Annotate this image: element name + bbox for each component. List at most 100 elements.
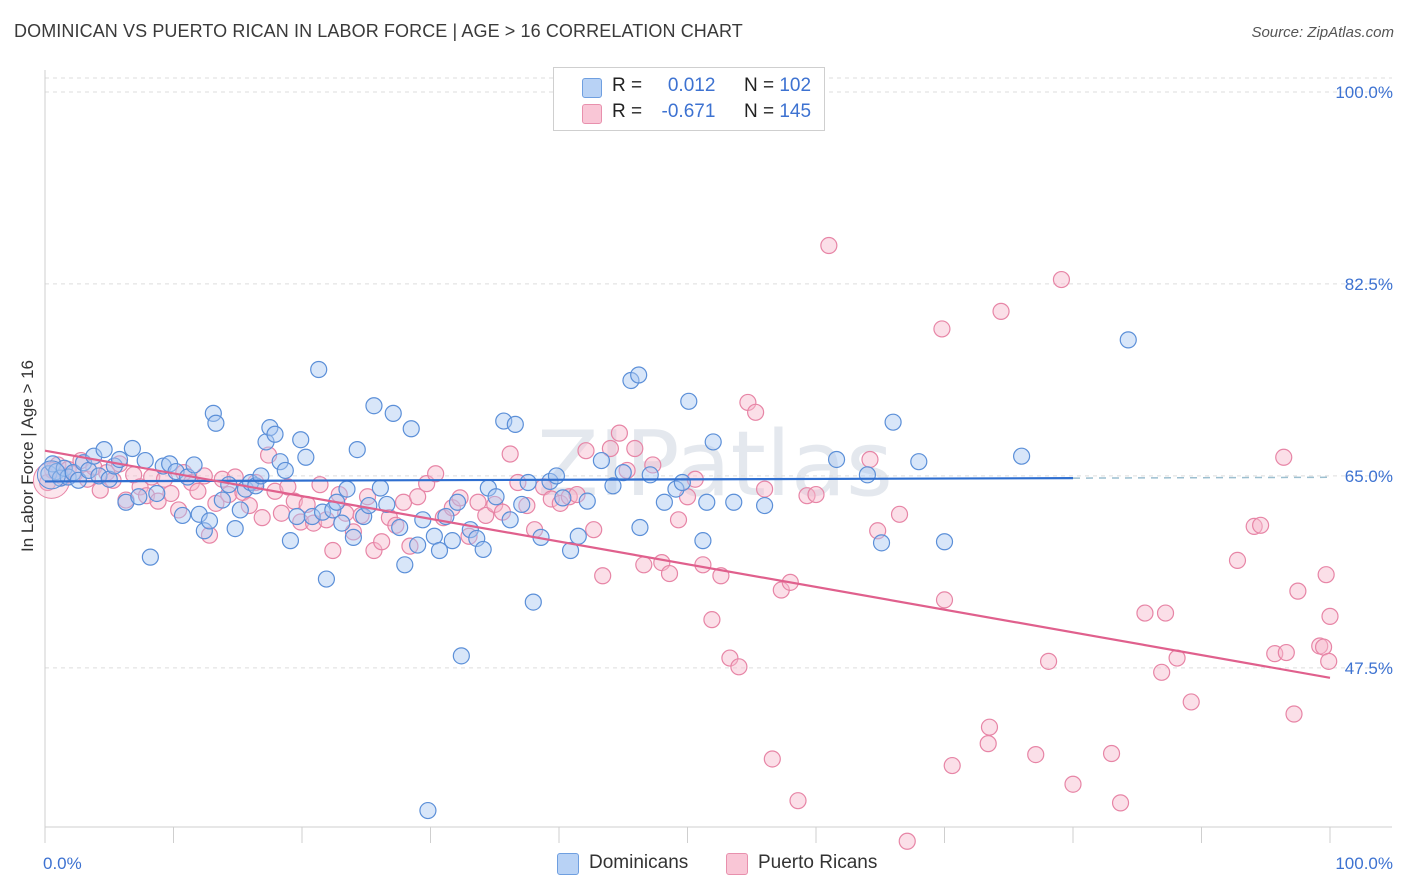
puerto-rican-point (409, 488, 427, 506)
dominican-point (281, 532, 300, 550)
dominican-point (303, 507, 321, 526)
dominican-point (402, 420, 420, 438)
dominican-point (430, 541, 449, 560)
puerto-rican-point (789, 792, 807, 810)
puerto-rican-trend-line (44, 449, 1331, 679)
puerto-rican-point (1314, 638, 1333, 656)
puerto-rican-point (162, 484, 180, 503)
dominican-point (872, 534, 891, 552)
dominican-point (487, 488, 505, 506)
puerto-rican-point (1153, 663, 1171, 681)
puerto-rican-point (992, 302, 1010, 320)
dominican-point (378, 495, 396, 514)
dominican-point (414, 511, 432, 529)
dominican-point (384, 404, 402, 422)
dominican-point (213, 491, 231, 509)
legend-n-value-dominicans: 102 (779, 75, 812, 96)
puerto-rican-point (577, 442, 595, 460)
puerto-rican-point (694, 556, 712, 574)
dominican-point (468, 529, 486, 548)
puerto-rican-point (635, 556, 653, 574)
dominican-point (1012, 447, 1031, 465)
puerto-rican-point (979, 735, 997, 753)
bottom-legend-dominicans: Dominicans (589, 852, 689, 873)
bottom-legend-puerto-ricans: Puerto Ricans (758, 852, 878, 873)
dominican-point (348, 440, 366, 459)
puerto-rican-point (626, 439, 644, 458)
legend-r-value-puerto-ricans: -0.671 (661, 101, 716, 122)
puerto-rican-point (1277, 643, 1295, 662)
dominican-point (474, 540, 492, 559)
puerto-rican-point (189, 482, 207, 500)
dominican-point (694, 532, 712, 550)
y-tick-label: 65.0% (1345, 467, 1393, 486)
puerto-rican-point (807, 485, 825, 504)
puerto-rican-point (344, 523, 362, 541)
puerto-rican-point (898, 832, 916, 850)
legend-n-label: N = (743, 101, 775, 122)
source-credit: Source: ZipAtlas.com (1251, 24, 1394, 41)
dominican-point (884, 413, 902, 431)
y-axis-label: In Labor Force | Age > 16 (18, 359, 37, 553)
puerto-rican-point (253, 509, 271, 527)
y-tick-label: 100.0% (1335, 83, 1393, 102)
dominican-point (425, 527, 443, 545)
dominican-point (271, 453, 289, 471)
dominican-point (231, 501, 249, 519)
dominican-point (578, 492, 596, 510)
dominican-point (338, 480, 356, 498)
puerto-rican-point (568, 485, 586, 504)
puerto-rican-point (820, 236, 838, 255)
dominican-point (391, 518, 409, 537)
puerto-rican-point (861, 450, 879, 469)
puerto-rican-point (358, 488, 377, 506)
puerto-rican-point (755, 480, 774, 498)
dominican-point (667, 480, 685, 498)
dominican-point (185, 456, 203, 474)
dominican-point (141, 548, 159, 566)
puerto-rican-point (1039, 652, 1058, 670)
dominican-point (524, 593, 542, 611)
dominican-point (698, 493, 716, 511)
dominican-point (631, 518, 649, 537)
puerto-rican-point (324, 541, 342, 560)
puerto-rican-point (1275, 448, 1293, 466)
puerto-rican-point (703, 611, 721, 629)
puerto-rican-point (501, 445, 519, 463)
legend-swatch-puerto-ricans (582, 104, 602, 124)
legend-r-value-dominicans: 0.012 (667, 75, 716, 96)
dominican-point (858, 466, 877, 484)
puerto-rican-point (935, 591, 954, 609)
dominican-point (130, 488, 148, 506)
puerto-rican-point (980, 718, 999, 736)
puerto-rican-point (272, 504, 291, 522)
dominican-point (419, 801, 437, 820)
puerto-rican-point (1156, 604, 1175, 622)
dominican-point (725, 493, 743, 511)
dominican-point (344, 528, 362, 546)
puerto-rican-point (1136, 604, 1154, 622)
dominican-point (276, 461, 294, 480)
puerto-rican-point (585, 521, 603, 539)
puerto-rican-point (240, 496, 258, 515)
dominican-point (288, 507, 306, 526)
puerto-rican-point (660, 564, 679, 583)
puerto-rican-point (1052, 270, 1071, 289)
dominican-point (190, 505, 208, 523)
puerto-rican-point (763, 750, 781, 768)
dominican-point (630, 366, 648, 384)
dominican-point (292, 431, 310, 449)
x-tick-label: 0.0% (43, 854, 82, 873)
puerto-rican-point (1321, 607, 1339, 625)
puerto-rican-point (644, 456, 662, 474)
dominican-point (604, 477, 622, 495)
puerto-rican-point (427, 465, 445, 483)
dominican-point (547, 467, 566, 485)
dominican-point (148, 484, 166, 503)
puerto-rican-point (1064, 775, 1082, 793)
y-tick-label: 47.5% (1345, 659, 1393, 678)
dominican-point (396, 556, 414, 574)
puerto-rican-point (747, 403, 765, 421)
puerto-rican-point (730, 658, 748, 676)
